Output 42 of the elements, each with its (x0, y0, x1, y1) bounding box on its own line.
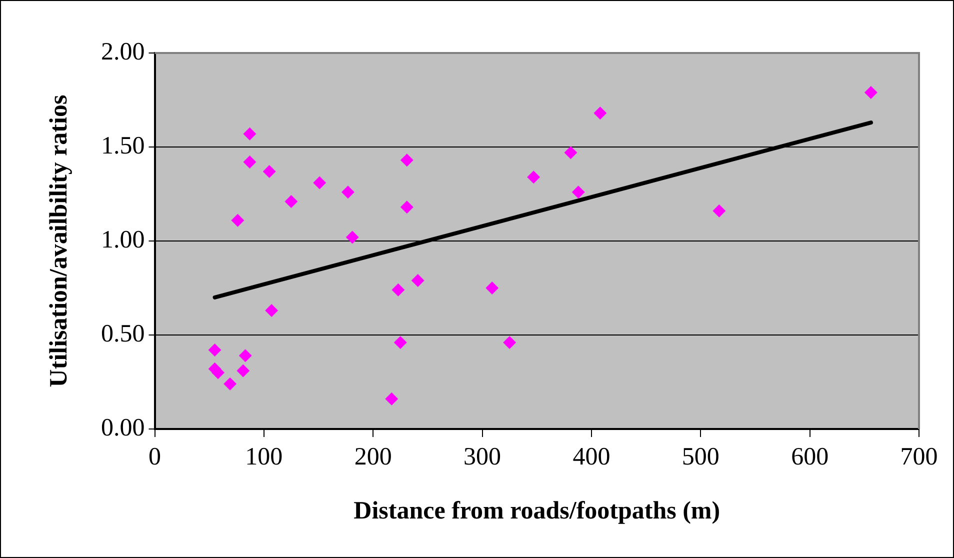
x-tick-label: 600 (791, 444, 829, 471)
x-tick-label: 0 (148, 444, 161, 471)
point (243, 156, 256, 169)
point (712, 204, 726, 218)
point (284, 195, 298, 208)
x-tick-label: 100 (245, 444, 283, 471)
point (265, 304, 278, 318)
y-axis-title: Utilisation/availbility ratios (45, 94, 72, 388)
x-tick-label: 500 (682, 444, 720, 471)
point (208, 344, 222, 357)
point (346, 230, 359, 244)
point (594, 106, 607, 120)
point (864, 86, 878, 99)
point (400, 154, 414, 167)
point (503, 336, 516, 350)
y-tick-label: 1.00 (101, 226, 145, 254)
point (486, 282, 499, 294)
point (385, 392, 398, 406)
point (243, 127, 256, 140)
y-tick-label: 1.50 (101, 132, 145, 160)
point (238, 349, 252, 362)
point (224, 377, 237, 390)
point (572, 186, 585, 199)
x-tick-label: 300 (464, 444, 502, 471)
y-tick-label: 0.50 (101, 320, 145, 348)
point (262, 164, 276, 178)
point (564, 146, 578, 160)
x-axis-title: Distance from roads/footpaths (m) (354, 497, 720, 524)
point (400, 200, 414, 214)
point (231, 214, 244, 227)
point (341, 186, 354, 199)
point (394, 336, 407, 350)
point (527, 170, 540, 184)
point (392, 283, 405, 296)
point (236, 364, 250, 378)
x-tick-label: 200 (354, 444, 392, 471)
x-tick-label: 700 (900, 444, 938, 471)
y-tick-label: 2.00 (101, 38, 145, 66)
point (411, 274, 424, 287)
x-tick-label: 400 (572, 444, 610, 471)
point (313, 176, 326, 190)
y-tick-label: 0.00 (101, 414, 145, 442)
